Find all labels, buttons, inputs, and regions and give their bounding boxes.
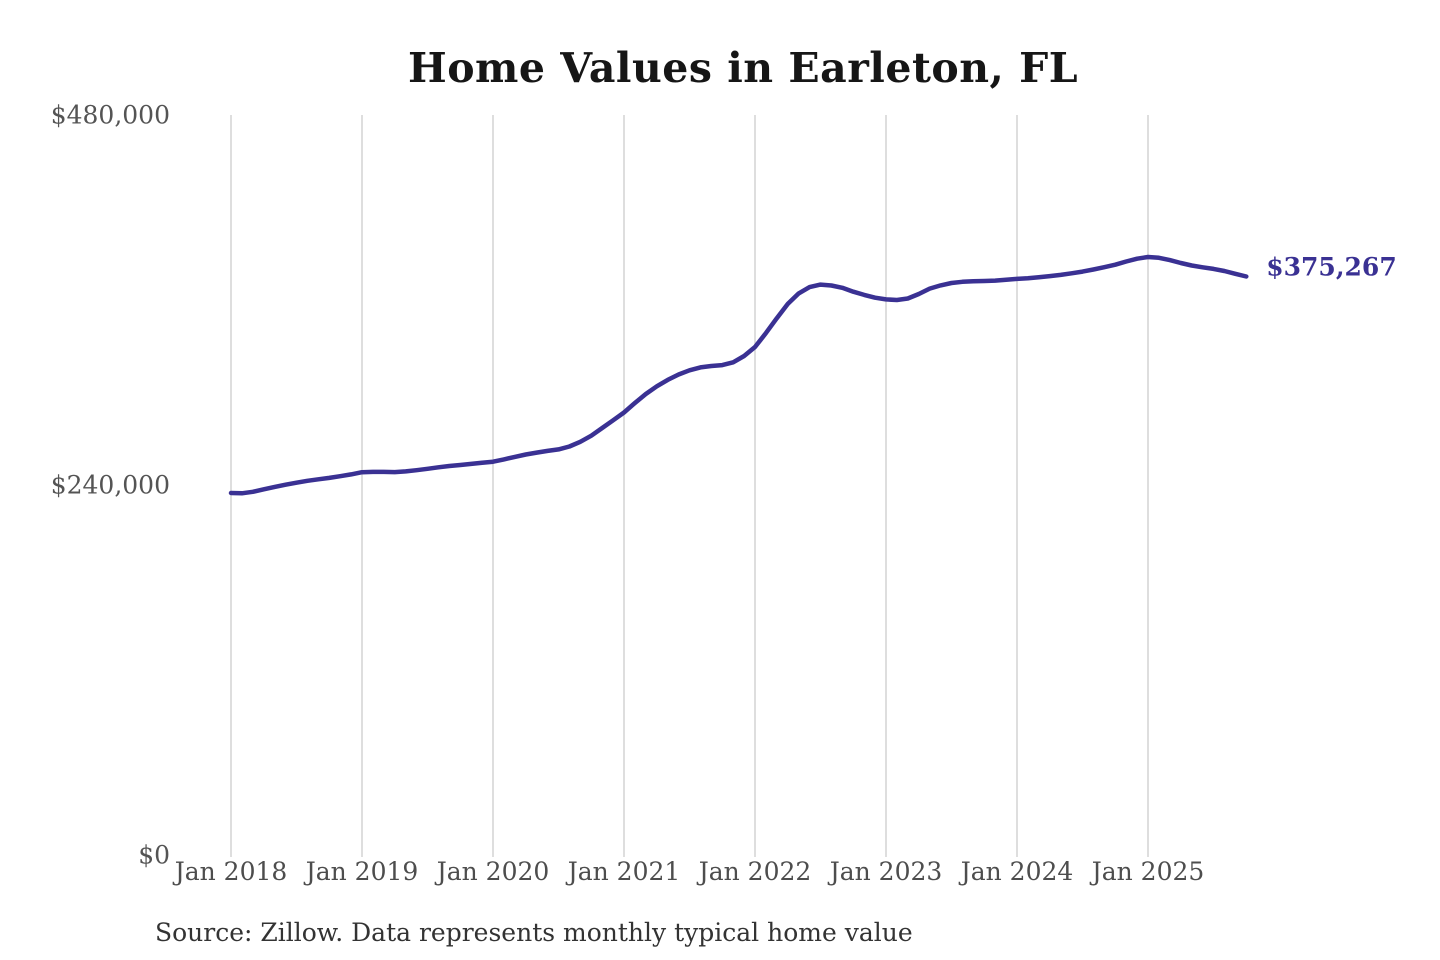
x-axis-tick-label: Jan 2024: [960, 857, 1074, 886]
x-axis-tick-label: Jan 2025: [1091, 857, 1205, 886]
y-axis-tick-label: $480,000: [50, 100, 170, 130]
source-note: Source: Zillow. Data represents monthly …: [155, 918, 913, 947]
x-axis-tick-label: Jan 2021: [567, 857, 681, 886]
x-axis-tick-label: Jan 2023: [829, 857, 943, 886]
y-axis-tick-label: $0: [138, 840, 170, 870]
chart-title: Home Values in Earleton, FL: [407, 44, 1079, 92]
vertical-gridlines: [230, 115, 1149, 857]
x-axis-tick-label: Jan 2018: [174, 857, 288, 886]
x-axis-tick-label: Jan 2022: [698, 857, 812, 886]
x-axis-tick-label: Jan 2019: [305, 857, 419, 886]
latest-value-label: $375,267: [1266, 252, 1397, 282]
home-value-line: [228, 254, 1249, 496]
x-axis-tick-label: Jan 2020: [436, 857, 550, 886]
y-axis-tick-label: $240,000: [50, 470, 170, 500]
